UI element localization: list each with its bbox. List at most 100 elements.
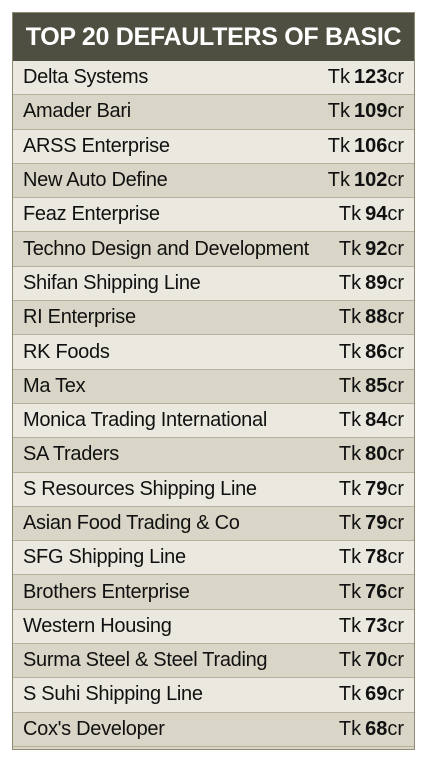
defaulter-name: Asian Food Trading & Co (23, 512, 240, 534)
defaulter-amount: Tk 88 cr (339, 306, 404, 329)
currency-label: Tk (327, 134, 350, 157)
amount-value: 86 (365, 340, 388, 363)
unit-label: cr (387, 306, 404, 329)
defaulter-amount: Tk 79 cr (339, 478, 404, 501)
unit-label: cr (387, 580, 404, 603)
defaulter-name: Monica Trading International (23, 409, 267, 432)
currency-label: Tk (338, 271, 362, 294)
table-row: New Auto Define Tk 102 cr (13, 163, 414, 199)
defaulter-amount: Tk 109 cr (328, 100, 404, 123)
currency-label: Tk (338, 237, 362, 260)
table-row: Amader Bari Tk 109 cr (13, 95, 414, 130)
table-row: SA Traders Tk 80 cr (13, 438, 414, 473)
unit-label: cr (387, 271, 404, 294)
defaulter-name: RK Foods (23, 340, 110, 363)
currency-label: Tk (338, 203, 362, 226)
currency-label: Tk (338, 409, 362, 432)
currency-label: Tk (338, 683, 362, 706)
defaulter-name: Feaz Enterprise (23, 203, 160, 226)
amount-value: 78 (365, 546, 388, 569)
defaulter-amount: Tk 80 cr (339, 443, 404, 466)
unit-label: cr (387, 203, 404, 226)
amount-value: 89 (365, 271, 388, 294)
defaulter-amount: Tk 89 cr (339, 272, 404, 295)
defaulter-name: Cox's Developer (23, 717, 165, 740)
table-row: Delta Systems Tk 123 cr (13, 61, 414, 96)
unit-label: cr (387, 134, 404, 157)
unit-label: cr (387, 683, 404, 706)
table-row: Ma Tex Tk 85 cr (13, 369, 414, 404)
table-row: ARSS Enterprise Tk 106 cr (13, 129, 414, 164)
currency-label: Tk (327, 100, 350, 123)
table-row: Feaz Enterprise Tk 94 cr (13, 198, 414, 233)
amount-value: 92 (365, 237, 388, 260)
amount-value: 94 (365, 203, 388, 226)
defaulter-amount: Tk 68 cr (339, 718, 404, 741)
defaulter-name: S Suhi Shipping Line (23, 683, 203, 706)
amount-value: 84 (365, 409, 388, 432)
currency-label: Tk (338, 546, 362, 569)
unit-label: cr (387, 614, 404, 637)
amount-value: 76 (365, 580, 388, 603)
defaulter-name: SFG Shipping Line (23, 546, 186, 569)
defaulter-amount: Tk 84 cr (339, 409, 404, 432)
currency-label: Tk (327, 66, 350, 89)
defaulter-amount: Tk 69 cr (339, 683, 404, 706)
table-row: S Resources Shipping Line Tk 79 cr (13, 472, 414, 507)
defaulter-amount: Tk 70 cr (339, 649, 404, 672)
unit-label: cr (387, 443, 404, 466)
defaulter-amount: Tk 85 cr (339, 375, 404, 398)
currency-label: Tk (327, 169, 350, 192)
defaulter-name: Brothers Enterprise (23, 580, 190, 603)
defaulter-name: Amader Bari (23, 100, 131, 123)
amount-value: 79 (365, 477, 388, 500)
table-title: TOP 20 DEFAULTERS OF BASIC (13, 13, 414, 61)
amount-value: 123 (353, 66, 388, 89)
defaulter-name: Ma Tex (23, 374, 86, 397)
defaulter-name: SA Traders (23, 443, 119, 466)
currency-label: Tk (338, 717, 362, 740)
unit-label: cr (387, 512, 404, 534)
table-row: Western Housing Tk 73 cr (13, 609, 414, 645)
defaulter-name: ARSS Enterprise (23, 134, 170, 157)
amount-value: 79 (365, 512, 388, 534)
defaulter-name: Surma Steel & Steel Trading (23, 649, 268, 672)
unit-label: cr (387, 717, 404, 740)
unit-label: cr (387, 100, 404, 123)
unit-label: cr (387, 546, 404, 569)
unit-label: cr (387, 374, 404, 397)
defaulter-name: Shifan Shipping Line (23, 271, 201, 294)
unit-label: cr (387, 340, 404, 363)
table-row: Techno Design and Development Tk 92 cr (13, 232, 414, 267)
unit-label: cr (387, 237, 404, 260)
defaulter-amount: Tk 123 cr (328, 66, 404, 89)
defaulter-amount: Tk 86 cr (339, 341, 404, 364)
table-row: Monica Trading International Tk 84 cr (13, 403, 414, 439)
defaulter-amount: Tk 92 cr (339, 238, 404, 261)
defaulter-amount: Tk 79 cr (339, 512, 404, 535)
table-row: Shifan Shipping Line Tk 89 cr (13, 266, 414, 302)
table-row: S Suhi Shipping Line Tk 69 cr (13, 678, 414, 713)
amount-value: 68 (365, 717, 388, 740)
table-row: SFG Shipping Line Tk 78 cr (13, 541, 414, 576)
currency-label: Tk (338, 614, 362, 637)
amount-value: 80 (365, 443, 388, 466)
table-row: RI Enterprise Tk 88 cr (13, 301, 414, 336)
defaulter-name: Techno Design and Development (23, 237, 309, 260)
currency-label: Tk (338, 580, 362, 603)
amount-value: 88 (365, 306, 388, 329)
table-row: Cox's Developer Tk 68 cr (13, 712, 414, 747)
amount-value: 69 (365, 683, 388, 706)
defaulter-name: New Auto Define (23, 169, 168, 192)
amount-value: 85 (365, 374, 388, 397)
table-row: Surma Steel & Steel Trading Tk 70 cr (13, 644, 414, 679)
defaulter-amount: Tk 106 cr (328, 135, 404, 158)
currency-label: Tk (338, 649, 362, 672)
currency-label: Tk (338, 374, 362, 397)
table-body: Delta Systems Tk 123 cr Amader Bari Tk 109 cr AR… (13, 61, 414, 747)
amount-value: 102 (353, 169, 388, 192)
defaulter-amount: Tk 102 cr (328, 169, 404, 192)
defaulter-name: RI Enterprise (23, 306, 136, 329)
amount-value: 73 (365, 614, 388, 637)
table-row: Asian Food Trading & Co Tk 79 cr (13, 506, 414, 542)
